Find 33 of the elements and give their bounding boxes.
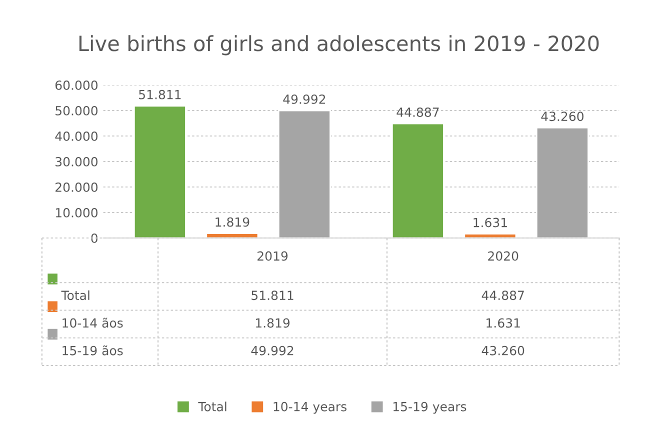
- y-tick-label: 30.000: [56, 156, 98, 166]
- text: Total: [61, 290, 90, 300]
- text: 49.992: [283, 94, 326, 104]
- legend-label: 10-14 years: [274, 402, 346, 414]
- text: 43.260: [541, 112, 584, 122]
- y-tick-label: 50.000: [56, 106, 98, 116]
- y-tick-label: 20.000: [56, 182, 98, 192]
- data-label: 44.887: [482, 290, 524, 300]
- y-tick-label: 10.000: [56, 208, 98, 218]
- chart-title: Live births of girls and adolescents in 2019 - 2020: [79, 35, 599, 56]
- y-tick-label: 60.000: [55, 80, 98, 90]
- bar: [464, 233, 517, 238]
- text: 1.819: [216, 217, 250, 227]
- text: 44.887: [396, 107, 439, 117]
- data-label: 1.819: [256, 318, 290, 328]
- text: 10-14 ãos: [62, 318, 123, 328]
- data-label: 1.631: [486, 318, 520, 328]
- legend-label: Total: [198, 402, 226, 412]
- bar: [278, 110, 331, 238]
- legend-label: 15-19 years: [393, 402, 466, 414]
- bar: [206, 232, 259, 238]
- text: 51.811: [139, 90, 181, 100]
- y-tick-label: 40.000: [55, 131, 98, 141]
- bar: [133, 105, 186, 238]
- bar: [536, 126, 589, 238]
- bar: [391, 122, 444, 238]
- x-tick-label: 2020: [488, 251, 518, 261]
- data-label: 43.260: [482, 346, 524, 356]
- data-label: 49.992: [251, 346, 294, 356]
- data-label: 51.811: [252, 290, 294, 300]
- text: 15-19 ãos: [62, 345, 123, 356]
- x-tick-label: 2019: [258, 251, 288, 261]
- text: 1.631: [474, 218, 507, 228]
